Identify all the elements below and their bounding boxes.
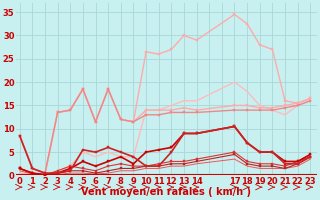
X-axis label: Vent moyen/en rafales ( km/h ): Vent moyen/en rafales ( km/h )	[81, 187, 251, 197]
